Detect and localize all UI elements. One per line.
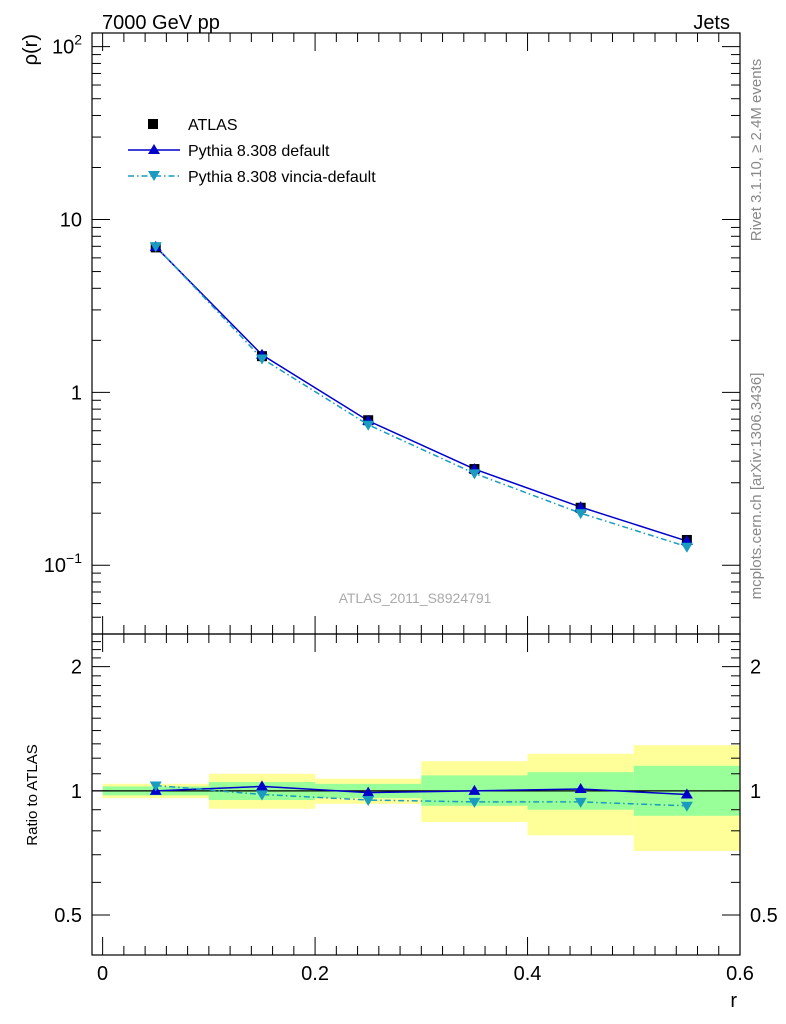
main-ytick-label-3: 10−1 — [44, 550, 82, 577]
ratio-ytick-label-right-2: 0.5 — [750, 905, 778, 927]
ratio-plot-frame — [91, 633, 741, 956]
header-left: 7000 GeV pp — [102, 12, 220, 34]
ratio-ytick-label-right-1: 1 — [750, 781, 761, 803]
main-vincia-point-4 — [574, 509, 587, 520]
ratio-vincia-line — [155, 784, 687, 807]
ratio-vincia-point-0 — [149, 781, 162, 792]
header-right: Jets — [693, 12, 730, 34]
ratio-vincia-point-3 — [468, 797, 481, 808]
main-vincia-line — [155, 245, 688, 548]
ratio-default-point-3 — [468, 784, 481, 795]
legend-vincia-label: Pythia 8.308 vincia-default — [188, 169, 376, 186]
legend-default-label: Pythia 8.308 default — [188, 143, 330, 160]
main-default-line — [155, 246, 688, 542]
main-vincia-point-3 — [468, 469, 481, 480]
legend-vincia-marker — [148, 171, 160, 181]
x-tick-label-0: 0 — [97, 963, 108, 985]
x-tick-label-2: 0.4 — [514, 963, 542, 985]
watermark: ATLAS_2011_S8924791 — [339, 590, 492, 606]
legend-atlas-label: ATLAS — [188, 117, 238, 134]
ratio-default-point-1 — [255, 780, 268, 791]
main-ylabel: ρ(r) — [20, 34, 42, 65]
ratio-default-point-2 — [362, 786, 375, 797]
ratio-default-line — [155, 785, 687, 796]
main-ytick-label-1: 10 — [60, 210, 82, 232]
x-axis-label: r — [730, 990, 737, 1012]
main-ytick-label-2: 1 — [71, 382, 82, 404]
legend-atlas-marker — [148, 119, 158, 129]
main-vincia-point-5 — [680, 542, 693, 553]
ratio-ytick-label-0: 2 — [71, 657, 82, 679]
rivet-label: Rivet 3.1.10, ≥ 2.4M events — [748, 59, 765, 242]
ratio-ylabel: Ratio to ATLAS — [24, 744, 41, 845]
legend: ATLAS Pythia 8.308 default Pythia 8.308 … — [128, 117, 376, 186]
mcplots-label: mcplots.cern.ch [arXiv:1306.3436] — [748, 373, 765, 600]
ratio-default-point-4 — [574, 783, 587, 794]
main-vincia-point-1 — [255, 354, 268, 365]
ratio-vincia-point-1 — [255, 790, 268, 801]
ratio-vincia-point-4 — [574, 797, 587, 808]
x-tick-label-3: 0.6 — [726, 963, 754, 985]
ratio-ytick-label-right-0: 2 — [750, 657, 761, 679]
main-default-point-4 — [574, 501, 587, 512]
ratio-vincia-point-5 — [680, 801, 693, 812]
ratio-default-point-5 — [680, 788, 693, 799]
legend-default-marker — [148, 144, 160, 154]
x-tick-label-1: 0.2 — [301, 963, 329, 985]
ratio-ytick-label-1: 1 — [71, 781, 82, 803]
main-ytick-label-0: 102 — [52, 32, 82, 59]
ratio-ytick-label-2: 0.5 — [54, 905, 82, 927]
main-default-point-5 — [680, 535, 693, 546]
main-vincia-point-0 — [149, 242, 162, 253]
ratio-vincia-point-2 — [362, 796, 375, 807]
main-vincia-point-2 — [362, 420, 375, 431]
